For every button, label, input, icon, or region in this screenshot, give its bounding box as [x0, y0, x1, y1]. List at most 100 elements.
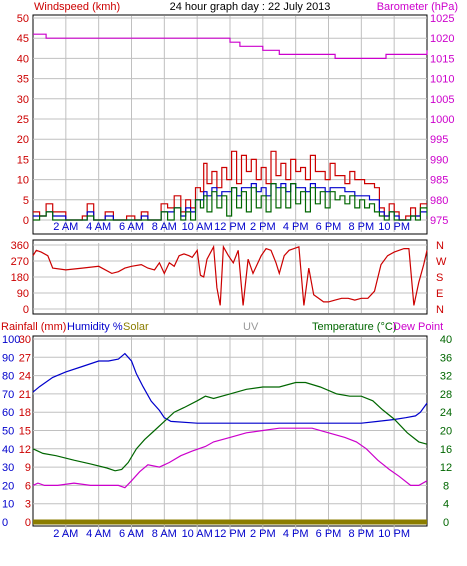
rainfall-tick-label: 12	[19, 444, 31, 456]
time-tick-label: 8 PM	[348, 528, 374, 540]
humidity-tick-label: 90	[2, 352, 14, 364]
time-tick-label: 4 AM	[86, 221, 111, 233]
rainfall-tick-label: 0	[25, 517, 31, 529]
humidity-tick-label: 30	[2, 462, 14, 474]
barometer-tick-label: 990	[430, 154, 448, 166]
series-line-humidity	[32, 352, 428, 424]
humidity-tick-label: 10	[2, 499, 14, 511]
barometer-tick-label: 1015	[430, 53, 454, 65]
time-tick-label: 10 PM	[378, 221, 410, 233]
windspeed-ticks: 0 5 10 15 20 25 30 35 40 45 50	[17, 13, 29, 227]
direction-degree-ticks: 0 90 180 270 360	[11, 240, 29, 316]
compass-tick-label: S	[436, 272, 443, 284]
wind-direction-series	[32, 244, 428, 306]
rainfall-tick-label: 6	[25, 480, 31, 492]
humidity-tick-label: 20	[2, 480, 14, 492]
wind-pressure-series	[33, 33, 428, 221]
temperature-tick-label: 32	[440, 371, 452, 383]
temperature-tick-label: 0	[443, 517, 449, 529]
direction-tick-label: 360	[11, 240, 29, 252]
windspeed-tick-label: 10	[17, 175, 29, 187]
time-tick-label: 2 PM	[250, 221, 276, 233]
rainfall-axis-label: Rainfall (mm)	[1, 321, 66, 333]
compass-tick-label: E	[436, 288, 443, 300]
barometer-tick-label: 1005	[430, 94, 454, 106]
humidity-tick-label: 40	[2, 444, 14, 456]
time-tick-label: 8 AM	[152, 221, 177, 233]
temperature-tick-label: 20	[440, 426, 452, 438]
temperature-tick-label: 16	[440, 444, 452, 456]
humidity-tick-label: 70	[2, 389, 14, 401]
direction-tick-label: 0	[23, 304, 29, 316]
rainfall-ticks: 0 3 6 9 12 15 18 21 24 27 30	[19, 334, 31, 529]
rainfall-tick-label: 15	[19, 426, 31, 438]
direction-tick-label: 90	[17, 288, 29, 300]
time-tick-label: 4 PM	[283, 221, 309, 233]
temperature-humidity-series	[32, 352, 428, 525]
windspeed-tick-label: 20	[17, 134, 29, 146]
time-tick-label: 10 AM	[182, 221, 213, 233]
humidity-tick-label: 80	[2, 371, 14, 383]
time-tick-label: 10 PM	[378, 528, 410, 540]
time-tick-label: 10 AM	[182, 528, 213, 540]
series-line-wind-gust	[33, 150, 427, 221]
humidity-axis-label: Humidity %	[67, 321, 123, 333]
time-tick-label: 8 AM	[152, 528, 177, 540]
humidity-tick-label: 50	[2, 426, 14, 438]
series-line-wind-speed	[33, 183, 428, 221]
time-tick-label: 2 AM	[53, 528, 78, 540]
rainfall-tick-label: 21	[19, 389, 31, 401]
rainfall-tick-label: 3	[25, 499, 31, 511]
compass-tick-label: W	[436, 256, 447, 268]
time-tick-label: 12 PM	[214, 528, 246, 540]
series-line-wind-direction	[32, 244, 428, 306]
barometer-tick-label: 975	[430, 215, 448, 227]
direction-tick-label: 180	[11, 272, 29, 284]
temperature-tick-label: 36	[440, 352, 452, 364]
time-tick-label: 12 PM	[214, 221, 246, 233]
windspeed-tick-label: 40	[17, 53, 29, 65]
windspeed-tick-label: 45	[17, 33, 29, 45]
rainfall-tick-label: 30	[19, 334, 31, 346]
temperature-tick-label: 28	[440, 389, 452, 401]
dewpoint-axis-label: Dew Point	[393, 321, 443, 333]
windspeed-tick-label: 15	[17, 154, 29, 166]
time-tick-label: 6 PM	[316, 221, 342, 233]
time-tick-label: 4 PM	[283, 528, 309, 540]
compass-tick-label: N	[436, 304, 444, 316]
barometer-tick-label: 1025	[430, 13, 454, 25]
time-tick-label: 4 AM	[86, 528, 111, 540]
windspeed-tick-label: 50	[17, 13, 29, 25]
barometer-tick-label: 1020	[430, 33, 454, 45]
rainfall-tick-label: 24	[19, 371, 31, 383]
barometer-tick-label: 995	[430, 134, 448, 146]
rainfall-tick-label: 9	[25, 462, 31, 474]
barometer-tick-label: 1000	[430, 114, 454, 126]
series-line-barometer	[33, 33, 428, 60]
time-tick-label: 8 PM	[348, 221, 374, 233]
wind-axis-label: Windspeed (kmh)	[34, 1, 120, 13]
barometer-tick-label: 1010	[430, 74, 454, 86]
humidity-tick-label: 60	[2, 407, 14, 419]
uv-axis-label: UV	[243, 321, 259, 333]
time-tick-label: 2 PM	[250, 528, 276, 540]
time-tick-label: 6 AM	[119, 528, 144, 540]
rainfall-tick-label: 27	[19, 352, 31, 364]
time-tick-label: 6 AM	[119, 221, 144, 233]
series-line-temperature	[32, 381, 428, 472]
time-tick-label: 6 PM	[316, 528, 342, 540]
direction-tick-label: 270	[11, 256, 29, 268]
barometer-tick-label: 985	[430, 175, 448, 187]
barometer-tick-label: 980	[430, 195, 448, 207]
windspeed-tick-label: 0	[23, 215, 29, 227]
humidity-tick-label: 0	[2, 517, 8, 529]
compass-tick-label: N	[436, 240, 444, 252]
time-tick-label: 2 AM	[53, 221, 78, 233]
temperature-tick-label: 8	[443, 480, 449, 492]
temperature-tick-label: 12	[440, 462, 452, 474]
